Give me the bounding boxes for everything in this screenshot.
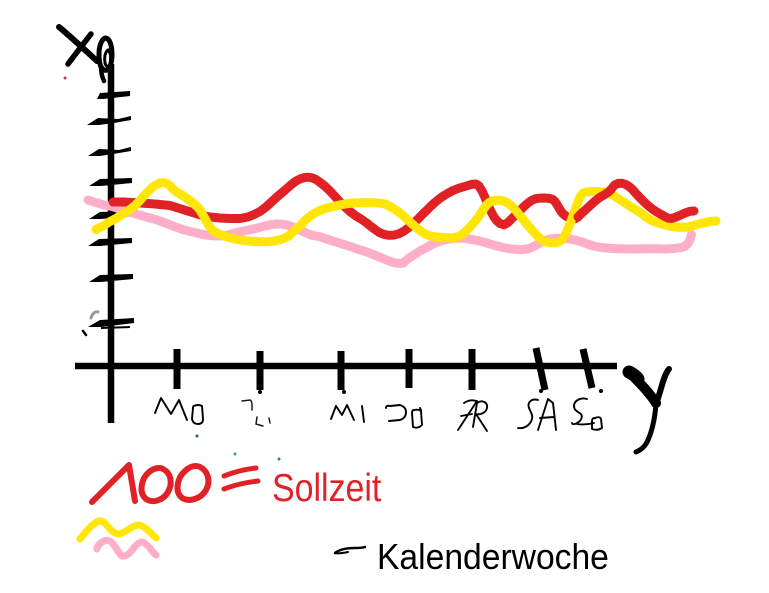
svg-text:Sollzeit: Sollzeit (272, 466, 381, 510)
svg-text:Kalenderwoche: Kalenderwoche (377, 537, 609, 577)
